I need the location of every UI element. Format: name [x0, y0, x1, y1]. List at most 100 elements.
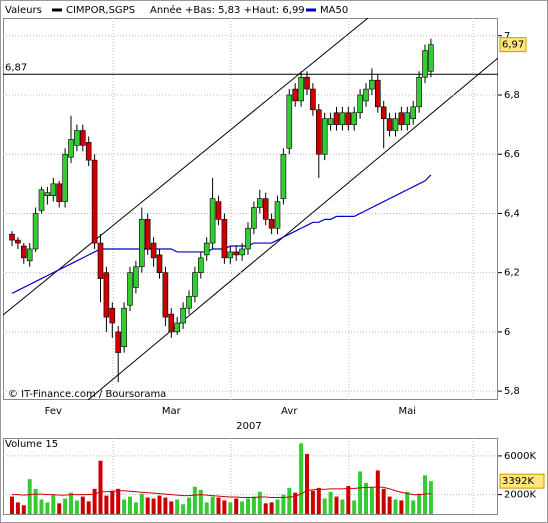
candle-body: [186, 296, 192, 309]
price-panel: [3, 18, 498, 400]
volume-bar: [364, 483, 368, 514]
last-label: 6,97: [502, 40, 524, 51]
volume-ma: [12, 486, 431, 499]
x-tick-label: Mar: [162, 406, 182, 417]
x-tick-label: Mai: [399, 406, 417, 417]
channel-lower: [87, 57, 498, 400]
source: © IT-Finance.com / Boursorama: [8, 389, 166, 400]
volume-bar: [86, 501, 91, 514]
volume-bar: [381, 488, 386, 514]
volume-bar: [358, 471, 363, 514]
volume-bar: [228, 502, 233, 514]
volume-bar: [10, 496, 14, 514]
volume-bar: [128, 496, 132, 514]
volume-bar: [428, 481, 433, 514]
candle-body: [198, 257, 204, 273]
candle-body: [428, 44, 434, 72]
volume-bar: [281, 494, 286, 514]
candle-body: [321, 118, 328, 155]
candle-body: [304, 76, 310, 90]
volume-bar: [352, 500, 357, 514]
volume-bar: [275, 499, 280, 514]
candle-body: [109, 307, 116, 324]
volume-bar: [110, 490, 115, 514]
volume-bar: [51, 494, 56, 514]
volume-bar: [222, 500, 227, 514]
candle-body: [20, 245, 27, 259]
volume-bar: [15, 502, 20, 514]
candle-body: [416, 76, 422, 108]
volume-bar: [192, 486, 197, 514]
candle-body: [339, 112, 346, 125]
volume-bar: [328, 491, 333, 514]
candle-body: [256, 198, 263, 208]
volume-bar: [163, 497, 168, 514]
channel-upper: [3, 18, 369, 316]
last-marker: [499, 37, 527, 53]
last-marker: [499, 473, 545, 489]
x-axis-label: 2007: [236, 421, 261, 432]
candle-body: [221, 219, 228, 259]
candle-body: [345, 112, 352, 125]
volume-bar: [216, 497, 221, 514]
candle-body: [144, 219, 151, 250]
volume-bar: [405, 491, 410, 514]
candle-body: [351, 112, 358, 125]
volume-bar: [157, 495, 162, 514]
candle-body: [209, 198, 216, 244]
channel: [3, 18, 498, 400]
candle-body: [103, 272, 110, 318]
candle-body: [80, 130, 86, 146]
candle-body: [333, 112, 340, 125]
volume-bar: [369, 486, 374, 514]
candle-body: [192, 272, 198, 297]
volume-bar: [63, 498, 68, 514]
volume-bar: [240, 501, 245, 514]
candle-body: [410, 106, 417, 119]
candle-body: [62, 153, 68, 202]
last-label: 3392K: [502, 476, 534, 487]
candle-body: [363, 88, 369, 102]
y-tick-label: 7: [504, 31, 510, 42]
candle-body: [50, 183, 57, 196]
volume-bar: [39, 499, 44, 514]
candle-body: [280, 153, 287, 199]
candle-body: [245, 227, 251, 250]
stats: Année +Bas: 5,83 +Haut: 6,99: [150, 4, 305, 16]
volume-bar: [21, 505, 26, 514]
candle-body: [398, 112, 405, 125]
volume-bar: [375, 470, 380, 514]
candle-body: [127, 272, 133, 306]
volume-bar: [92, 488, 97, 514]
candle-body: [251, 207, 257, 229]
candle-body: [26, 248, 33, 262]
volume-bar: [181, 504, 186, 514]
candle-body: [97, 242, 104, 279]
candle-body: [168, 313, 175, 333]
candle-body: [203, 242, 210, 256]
volume-bar: [334, 496, 339, 514]
y-tick-label: 6: [504, 327, 510, 338]
volume-bar: [122, 499, 127, 514]
volume-bar: [27, 479, 32, 514]
y-tick-label: 5,8: [504, 386, 520, 397]
volume-bar: [417, 493, 422, 514]
volume-bar: [310, 490, 315, 514]
volume-bar: [133, 502, 138, 514]
candle-body: [262, 198, 269, 220]
volume-bar: [387, 496, 392, 514]
candle-body: [180, 307, 186, 324]
candle-body: [286, 94, 293, 149]
candle-body: [38, 189, 45, 211]
candle-body: [215, 201, 222, 220]
candle-body: [44, 192, 51, 196]
candle-body: [115, 331, 121, 353]
candle-body: [357, 94, 363, 114]
volume-bar: [257, 491, 262, 514]
volume-bar: [151, 498, 156, 514]
volume-bar: [305, 453, 309, 514]
y-tick-label: 6,8: [504, 90, 520, 101]
candle-body: [162, 272, 169, 318]
